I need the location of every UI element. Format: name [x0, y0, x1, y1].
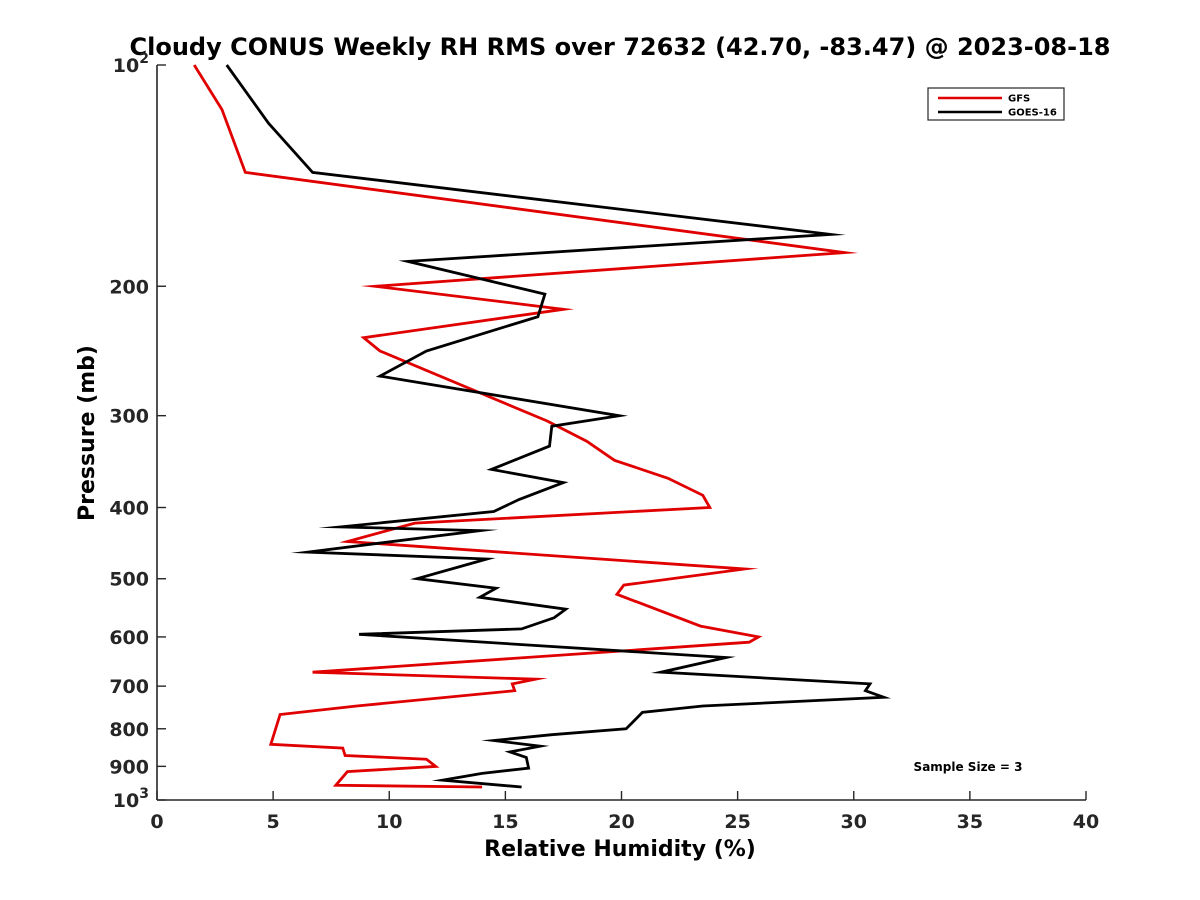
x-tick-label: 25 [724, 811, 750, 833]
y-ticks: 102 200 300 400 500 600 700 800 900 103 [109, 51, 166, 812]
y-tick-label: 600 [109, 627, 149, 649]
series-layer [193, 64, 892, 789]
series-line-gfs [193, 64, 859, 789]
legend-box [927, 87, 1065, 121]
x-tick-label: 35 [957, 811, 983, 833]
legend: GFS GOES-16 [927, 87, 1065, 121]
x-ticks: 0 5 10 15 20 25 30 35 40 [150, 791, 1099, 833]
legend-label: GOES-16 [1008, 108, 1057, 119]
y-tick-label: 700 [109, 676, 149, 698]
x-tick-label: 10 [376, 811, 402, 833]
chart-title: Cloudy CONUS Weekly RH RMS over 72632 (4… [130, 33, 1111, 61]
y-tick-label: 103 [113, 786, 149, 812]
y-tick-label: 900 [109, 756, 149, 778]
x-axis-label: Relative Humidity (%) [484, 837, 756, 862]
x-tick-label: 0 [150, 811, 163, 833]
series-line-goes-16 [225, 64, 892, 789]
y-tick-label: 102 [113, 51, 149, 77]
x-tick-label: 15 [492, 811, 518, 833]
y-axis-label: Pressure (mb) [75, 345, 100, 521]
x-tick-label: 40 [1073, 811, 1099, 833]
y-tick-label: 800 [109, 719, 149, 741]
legend-label: GFS [1008, 94, 1030, 105]
x-tick-label: 20 [608, 811, 634, 833]
plot-area: 0 5 10 15 20 25 30 35 40 102 200 300 400 500 600 700 80… [109, 51, 1099, 833]
y-tick-label: 400 [109, 498, 149, 520]
sample-size-annotation: Sample Size = 3 [914, 760, 1023, 774]
x-tick-label: 5 [267, 811, 280, 833]
y-tick-label: 200 [109, 276, 149, 298]
y-tick-label: 500 [109, 569, 149, 591]
x-tick-label: 30 [841, 811, 867, 833]
plot-background [157, 65, 1086, 800]
y-tick-label: 300 [109, 406, 149, 428]
